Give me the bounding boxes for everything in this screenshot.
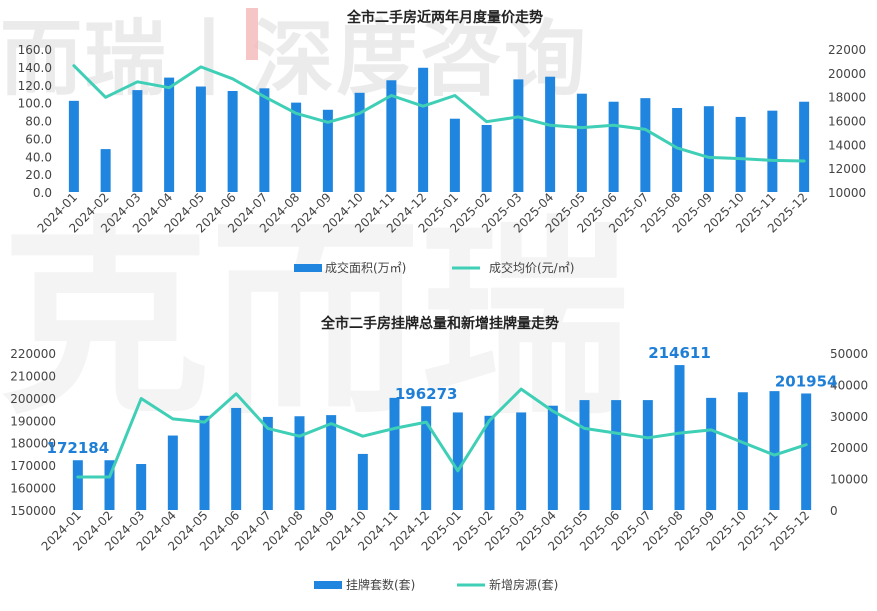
legend-line-label: 成交均价(元/㎡) (489, 260, 574, 275)
y-left-tick-label: 220000 (10, 347, 56, 361)
bar-2025-10 (737, 392, 748, 510)
bar-2025-05 (579, 400, 590, 510)
y-right-tick-label: 20000 (830, 441, 868, 455)
y-right-tick-label: 22000 (828, 43, 866, 57)
series-line-成交均价(元/㎡) (72, 64, 806, 163)
bar-2024-04 (164, 77, 175, 192)
bar-2025-09 (706, 397, 717, 510)
y-left-tick-label: 190000 (10, 414, 56, 428)
bar-2025-12 (801, 393, 812, 510)
y-left-tick-label: 100.0 (18, 97, 52, 111)
bar-2024-05 (195, 86, 206, 192)
bar-2024-07 (259, 88, 270, 192)
bar-2025-11 (769, 391, 780, 510)
bar-2024-12 (421, 406, 432, 510)
bar-2024-08 (294, 416, 305, 510)
y-right-tick-label: 14000 (828, 138, 866, 152)
y-left-tick-label: 20.0 (25, 168, 52, 182)
data-label-2025-12: 201954 (775, 372, 838, 390)
y-right-tick-label: 10000 (830, 473, 868, 487)
bar-2025-01 (449, 118, 460, 192)
bar-2025-07 (642, 400, 653, 510)
bar-2024-01 (68, 100, 79, 192)
y-left-tick-label: 200000 (10, 392, 56, 406)
bar-2024-06 (227, 91, 238, 192)
bar-2025-12 (799, 101, 810, 192)
legend-line-label: 新增房源(套) (489, 577, 558, 592)
legend-bar-label: 挂牌套数(套) (346, 577, 415, 592)
bar-2024-12 (418, 67, 429, 192)
y-right-tick-label: 50000 (830, 347, 868, 361)
y-right-tick-label: 30000 (830, 410, 868, 424)
y-right-tick-label: 20000 (828, 67, 866, 81)
data-label-2024-12: 196273 (395, 385, 458, 403)
legend-bar-label: 成交面积(万㎡) (325, 260, 406, 275)
bar-2024-11 (389, 397, 400, 510)
data-label-2024-01: 172184 (47, 439, 110, 457)
bar-2024-03 (136, 464, 147, 510)
bar-2025-07 (640, 98, 651, 192)
y-left-tick-label: 210000 (10, 369, 56, 383)
bar-2025-01 (452, 412, 463, 510)
bar-2024-10 (354, 92, 365, 192)
y-right-tick-label: 10000 (828, 186, 866, 200)
y-left-tick-label: 160000 (10, 482, 56, 496)
bar-2024-06 (231, 407, 242, 510)
y-left-tick-label: 120.0 (18, 79, 52, 93)
bar-2024-05 (199, 415, 210, 510)
bar-2025-09 (703, 106, 714, 192)
y-right-tick-label: 12000 (828, 162, 866, 176)
y-left-tick-label: 80.0 (25, 115, 52, 129)
bar-2024-07 (262, 416, 273, 510)
bar-2024-08 (291, 102, 302, 192)
bar-2025-04 (545, 76, 556, 192)
y-left-tick-label: 180000 (10, 437, 56, 451)
chart-volume-price: 全市二手房近两年月度量价走势 0.0 20.0 40.0 60.0 80.0 100.0 12… (18, 9, 867, 275)
bar-2024-04 (167, 435, 178, 510)
bar-2025-02 (484, 415, 495, 510)
bar-2025-04 (547, 405, 558, 510)
bar-2024-09 (322, 109, 333, 192)
y-left-tick-label: 170000 (10, 459, 56, 473)
legend-bar-swatch (294, 264, 322, 272)
y-right-tick-label: 40000 (830, 378, 868, 392)
y-right-tick-label: 18000 (828, 91, 866, 105)
y-left-tick-label: 150000 (10, 504, 56, 518)
bar-2025-03 (516, 412, 527, 510)
bar-2024-01 (72, 460, 83, 510)
bar-2024-02 (100, 149, 111, 192)
bar-2025-05 (576, 93, 587, 192)
bar-2025-06 (608, 101, 619, 192)
y-right-tick-label: 16000 (828, 115, 866, 129)
bar-2025-10 (735, 116, 746, 192)
bar-2024-10 (357, 453, 368, 510)
legend-bar-swatch (314, 581, 342, 589)
bar-2025-06 (611, 400, 622, 510)
y-left-tick-label: 0.0 (33, 186, 52, 200)
bar-2025-03 (513, 79, 524, 192)
watermark-red-divider (246, 8, 258, 60)
bar-2025-11 (767, 110, 778, 192)
bar-2025-08 (672, 107, 683, 192)
y-left-tick-label: 140.0 (18, 61, 52, 75)
chart-listings: 全市二手房挂牌总量和新增挂牌量走势 150000 160000 170000 18000… (10, 315, 868, 592)
chart-title: 全市二手房近两年月度量价走势 (346, 9, 543, 26)
bar-2024-11 (386, 80, 397, 192)
bar-2024-03 (132, 90, 143, 192)
bar-2025-08 (674, 365, 685, 510)
bar-2024-09 (326, 415, 337, 510)
y-right-tick-label: 0 (830, 504, 838, 518)
y-left-tick-label: 60.0 (25, 132, 52, 146)
y-left-tick-label: 40.0 (25, 150, 52, 164)
data-label-2025-08: 214611 (648, 344, 711, 362)
series-line-新增房源(套) (76, 387, 808, 479)
y-left-tick-label: 160.0 (18, 43, 52, 57)
bar-2025-02 (481, 124, 492, 192)
bar-2024-02 (104, 460, 115, 510)
chart-title: 全市二手房挂牌总量和新增挂牌量走势 (320, 315, 559, 332)
